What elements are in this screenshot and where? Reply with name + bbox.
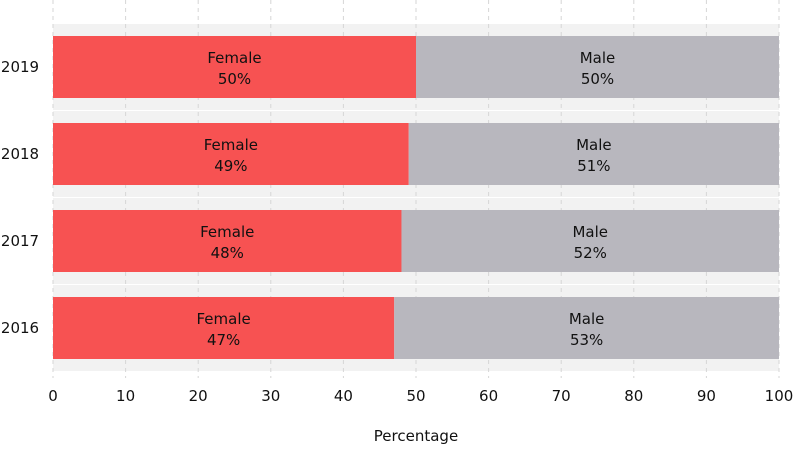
- bar-male-2017: [401, 210, 779, 272]
- x-tick-label: 40: [334, 387, 353, 405]
- bar-female-2018: [53, 123, 409, 185]
- category-label: 2018: [1, 145, 39, 163]
- x-axis: 0 10 20 30 40 50 60 70 80 90 100: [48, 387, 793, 405]
- bar-label-female-2017: Female: [200, 223, 254, 241]
- bar-value-female-2019: 50%: [218, 70, 251, 88]
- bar-male-2019: [416, 36, 779, 98]
- category-label: 2019: [1, 58, 39, 76]
- x-tick-label: 0: [48, 387, 58, 405]
- x-tick-label: 20: [189, 387, 208, 405]
- x-tick-label: 90: [697, 387, 716, 405]
- x-tick-label: 50: [406, 387, 425, 405]
- bar-value-female-2017: 48%: [211, 244, 244, 262]
- bar-label-male-2019: Male: [580, 49, 616, 67]
- x-tick-label: 30: [261, 387, 280, 405]
- x-tick-label: 100: [765, 387, 794, 405]
- bar-label-male-2016: Male: [569, 310, 605, 328]
- bar-female-2019: [53, 36, 416, 98]
- bar-label-female-2019: Female: [207, 49, 261, 67]
- segment-labels: Female 50% Male 50% Female 49% Male 51% Female 48…: [196, 49, 615, 349]
- bar-label-female-2018: Female: [204, 136, 258, 154]
- bar-female-2017: [53, 210, 402, 272]
- x-tick-label: 70: [552, 387, 571, 405]
- bar-label-male-2017: Male: [572, 223, 608, 241]
- x-tick-label: 80: [624, 387, 643, 405]
- bar-label-female-2016: Female: [196, 310, 250, 328]
- bar-value-male-2018: 51%: [577, 157, 610, 175]
- bar-value-female-2016: 47%: [207, 331, 240, 349]
- bar-female-2016: [53, 297, 395, 359]
- bars: [53, 36, 779, 359]
- bar-label-male-2018: Male: [576, 136, 612, 154]
- x-tick-label: 10: [116, 387, 135, 405]
- bar-value-male-2019: 50%: [581, 70, 614, 88]
- bar-value-male-2016: 53%: [570, 331, 603, 349]
- category-axis: 2019 2018 2017 2016: [1, 58, 39, 337]
- bar-value-male-2017: 52%: [574, 244, 607, 262]
- category-label: 2016: [1, 319, 39, 337]
- category-label: 2017: [1, 232, 39, 250]
- x-tick-label: 60: [479, 387, 498, 405]
- bar-value-female-2018: 49%: [214, 157, 247, 175]
- x-axis-title: Percentage: [374, 427, 458, 445]
- bar-male-2016: [394, 297, 779, 359]
- bar-male-2018: [408, 123, 779, 185]
